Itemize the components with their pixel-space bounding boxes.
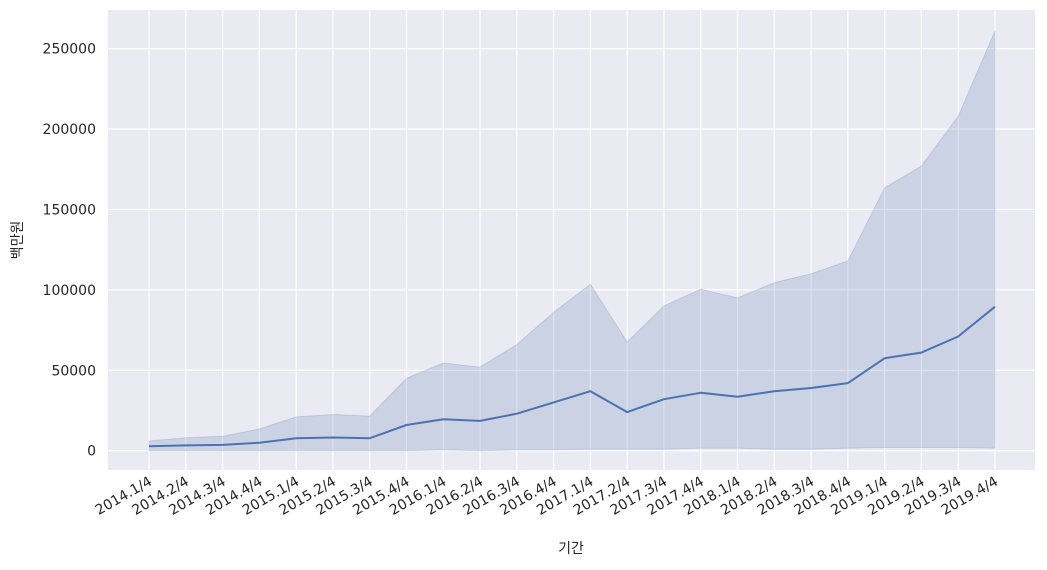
- y-tick-label: 50000: [51, 363, 96, 379]
- x-tick-labels: 2014.1/42014.2/42014.3/42014.4/42015.1/4…: [93, 474, 1001, 519]
- y-tick-label: 200000: [43, 122, 96, 138]
- y-gridlines: [108, 48, 1035, 452]
- y-tick-label: 150000: [43, 202, 96, 218]
- confidence-band: [148, 30, 996, 452]
- y-axis-label: 백만원: [10, 221, 26, 260]
- x-gridlines: [148, 10, 996, 470]
- plot-background: [108, 10, 1035, 470]
- y-tick-labels: 0 50000 100000 150000 200000 250000: [43, 42, 96, 460]
- y-tick-label: 0: [87, 444, 96, 460]
- y-tick-label: 250000: [43, 42, 96, 58]
- series-line: [148, 305, 996, 448]
- y-tick-label: 100000: [43, 283, 96, 299]
- x-axis-label: 기간: [558, 541, 584, 557]
